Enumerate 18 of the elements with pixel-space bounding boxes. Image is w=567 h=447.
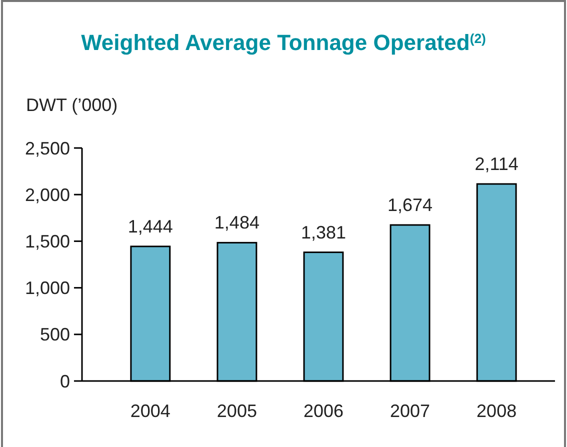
- y-axis-title: DWT (’000): [26, 95, 118, 115]
- data-label: 1,444: [128, 216, 173, 236]
- data-label: 2,114: [474, 154, 518, 174]
- chart-title: Weighted Average Tonnage Operated$^{(2)}$: [81, 30, 486, 55]
- x-tick-label: 2005: [216, 401, 257, 421]
- y-tick-label: 2,500: [24, 138, 70, 158]
- data-label: 1,674: [388, 194, 433, 215]
- y-tick-label: 0: [60, 371, 70, 392]
- x-tick-label: 2004: [130, 401, 170, 421]
- data-label: 1,381: [300, 222, 346, 242]
- data-label: 1,484: [214, 212, 260, 233]
- y-tick-label: 1,500: [24, 232, 70, 252]
- y-tick-label: 1,000: [24, 278, 70, 298]
- x-tick-label: 2007: [390, 401, 430, 421]
- y-tick-label: 500: [40, 324, 70, 345]
- y-tick-label: 2,000: [24, 184, 70, 205]
- x-tick-label: 2006: [303, 401, 344, 421]
- x-tick-label: 2008: [476, 401, 517, 421]
